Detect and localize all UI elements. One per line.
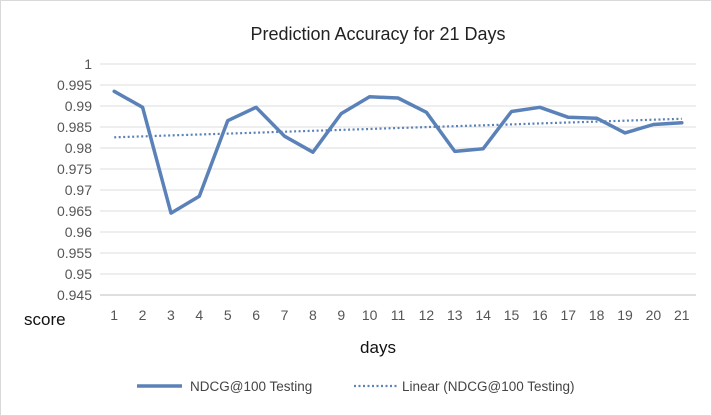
x-tick-label: 6 xyxy=(252,307,260,323)
x-tick-label: 10 xyxy=(362,307,378,323)
x-tick-label: 21 xyxy=(674,307,690,323)
y-tick-label: 0.995 xyxy=(57,77,92,93)
y-tick-labels: 1 0.995 0.99 0.985 0.98 0.975 0.97 0.965 0.96 0.9… xyxy=(57,56,92,303)
y-tick-label: 0.96 xyxy=(65,224,92,240)
x-tick-label: 16 xyxy=(532,307,548,323)
x-tick-label: 13 xyxy=(447,307,463,323)
x-tick-label: 17 xyxy=(560,307,576,323)
x-tick-label: 19 xyxy=(617,307,633,323)
y-tick-label: 0.95 xyxy=(65,266,92,282)
x-tick-label: 1 xyxy=(110,307,118,323)
x-tick-label: 14 xyxy=(475,307,491,323)
gridlines xyxy=(100,63,696,296)
x-tick-label: 4 xyxy=(195,307,203,323)
x-tick-label: 7 xyxy=(281,307,289,323)
y-tick-label: 1 xyxy=(84,56,92,72)
x-tick-labels: 1 2 3 4 5 6 7 8 9 10 11 12 13 14 15 16 17 18 19 20 21 xyxy=(110,307,690,323)
x-tick-label: 8 xyxy=(309,307,317,323)
y-tick-label: 0.945 xyxy=(57,287,92,303)
x-tick-label: 18 xyxy=(589,307,605,323)
x-tick-label: 9 xyxy=(337,307,345,323)
legend-label: NDCG@100 Testing xyxy=(190,379,312,394)
y-tick-label: 0.965 xyxy=(57,203,92,219)
x-tick-label: 3 xyxy=(167,307,175,323)
y-tick-label: 0.99 xyxy=(65,98,92,114)
series-line-ndcg xyxy=(112,89,684,215)
chart-title: Prediction Accuracy for 21 Days xyxy=(250,24,505,44)
x-tick-label: 11 xyxy=(391,307,406,323)
x-tick-label: 20 xyxy=(646,307,662,323)
series-line-linear-trend xyxy=(114,117,682,139)
x-tick-label: 12 xyxy=(419,307,435,323)
y-tick-label: 0.98 xyxy=(65,140,92,156)
x-axis-label: days xyxy=(360,338,396,357)
y-tick-label: 0.955 xyxy=(57,245,92,261)
x-tick-label: 2 xyxy=(139,307,147,323)
x-tick-label: 5 xyxy=(224,307,232,323)
legend: NDCG@100 Testing Linear (NDCG@100 Testing… xyxy=(137,379,575,394)
y-tick-label: 0.975 xyxy=(57,161,92,177)
y-axis-label: score xyxy=(24,310,66,329)
legend-label: Linear (NDCG@100 Testing) xyxy=(402,379,575,394)
y-tick-label: 0.985 xyxy=(57,119,92,135)
y-tick-label: 0.97 xyxy=(65,182,92,198)
series-lines xyxy=(112,89,684,215)
x-tick-label: 15 xyxy=(504,307,520,323)
